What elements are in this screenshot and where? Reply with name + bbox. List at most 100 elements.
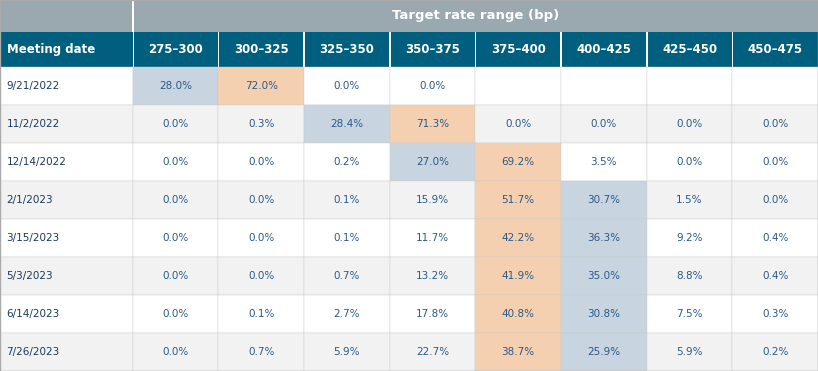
Text: 9.2%: 9.2%: [676, 233, 703, 243]
Bar: [647, 32, 732, 67]
Bar: [0, 219, 133, 257]
Bar: [133, 219, 218, 257]
Bar: [218, 32, 219, 67]
Bar: [0, 143, 133, 181]
Text: 0.0%: 0.0%: [676, 119, 703, 129]
Bar: [732, 105, 818, 143]
Bar: [133, 143, 218, 181]
Bar: [218, 295, 304, 333]
Bar: [389, 257, 475, 295]
Bar: [732, 219, 818, 257]
Bar: [475, 32, 561, 67]
Bar: [475, 143, 561, 181]
Text: 3/15/2023: 3/15/2023: [7, 233, 60, 243]
Bar: [0, 333, 133, 371]
Text: 300–325: 300–325: [234, 43, 289, 56]
Bar: [647, 257, 732, 295]
Bar: [218, 333, 304, 371]
Bar: [389, 32, 475, 67]
Text: 275–300: 275–300: [148, 43, 203, 56]
Bar: [304, 181, 389, 219]
Bar: [304, 219, 389, 257]
Bar: [647, 67, 732, 105]
Bar: [132, 32, 133, 67]
Text: 11.7%: 11.7%: [416, 233, 449, 243]
Bar: [475, 219, 561, 257]
Text: 0.0%: 0.0%: [762, 119, 789, 129]
Bar: [218, 219, 304, 257]
Bar: [647, 143, 732, 181]
Bar: [731, 32, 733, 67]
Bar: [732, 257, 818, 295]
Bar: [133, 32, 218, 67]
Bar: [0, 295, 133, 333]
Text: 2.7%: 2.7%: [334, 309, 360, 319]
Bar: [647, 105, 732, 143]
Bar: [132, 0, 133, 32]
Text: 0.1%: 0.1%: [248, 309, 274, 319]
Text: 27.0%: 27.0%: [416, 157, 449, 167]
Bar: [304, 295, 389, 333]
Bar: [133, 181, 218, 219]
Text: 30.8%: 30.8%: [587, 309, 620, 319]
Bar: [389, 181, 475, 219]
Text: 35.0%: 35.0%: [587, 271, 620, 281]
Text: 69.2%: 69.2%: [501, 157, 535, 167]
Text: 0.4%: 0.4%: [762, 271, 789, 281]
Bar: [0, 181, 133, 219]
Bar: [304, 257, 389, 295]
Text: 9/21/2022: 9/21/2022: [7, 81, 60, 91]
Text: 400–425: 400–425: [577, 43, 631, 56]
Text: 3.5%: 3.5%: [591, 157, 617, 167]
Bar: [218, 105, 304, 143]
Text: 12/14/2022: 12/14/2022: [7, 157, 66, 167]
Text: 5.9%: 5.9%: [676, 347, 703, 357]
Bar: [647, 219, 732, 257]
Bar: [560, 32, 562, 67]
Bar: [304, 333, 389, 371]
Bar: [475, 105, 561, 143]
Bar: [303, 32, 305, 67]
Bar: [732, 333, 818, 371]
Text: 71.3%: 71.3%: [416, 119, 449, 129]
Text: 40.8%: 40.8%: [501, 309, 535, 319]
Bar: [647, 333, 732, 371]
Bar: [133, 257, 218, 295]
Bar: [218, 143, 304, 181]
Bar: [647, 295, 732, 333]
Bar: [0, 105, 133, 143]
Bar: [389, 219, 475, 257]
Text: 0.0%: 0.0%: [163, 309, 189, 319]
Text: 0.0%: 0.0%: [334, 81, 360, 91]
Text: 22.7%: 22.7%: [416, 347, 449, 357]
Text: 17.8%: 17.8%: [416, 309, 449, 319]
Text: 425–450: 425–450: [662, 43, 717, 56]
Text: 15.9%: 15.9%: [416, 195, 449, 205]
Bar: [732, 143, 818, 181]
Text: 0.0%: 0.0%: [591, 119, 617, 129]
Bar: [304, 143, 389, 181]
Text: 11/2/2022: 11/2/2022: [7, 119, 60, 129]
Bar: [732, 295, 818, 333]
Bar: [732, 67, 818, 105]
Text: 0.0%: 0.0%: [163, 157, 189, 167]
Bar: [218, 181, 304, 219]
Bar: [561, 32, 647, 67]
Bar: [646, 32, 648, 67]
Text: 1.5%: 1.5%: [676, 195, 703, 205]
Bar: [218, 32, 304, 67]
Bar: [304, 105, 389, 143]
Text: 0.0%: 0.0%: [676, 157, 703, 167]
Text: 0.0%: 0.0%: [248, 195, 274, 205]
Bar: [475, 295, 561, 333]
Bar: [133, 295, 218, 333]
Bar: [732, 181, 818, 219]
Text: 51.7%: 51.7%: [501, 195, 535, 205]
Text: 38.7%: 38.7%: [501, 347, 535, 357]
Bar: [561, 219, 647, 257]
Text: 0.0%: 0.0%: [248, 233, 274, 243]
Bar: [561, 143, 647, 181]
Text: 28.4%: 28.4%: [330, 119, 363, 129]
Bar: [218, 67, 304, 105]
Text: 0.0%: 0.0%: [163, 119, 189, 129]
